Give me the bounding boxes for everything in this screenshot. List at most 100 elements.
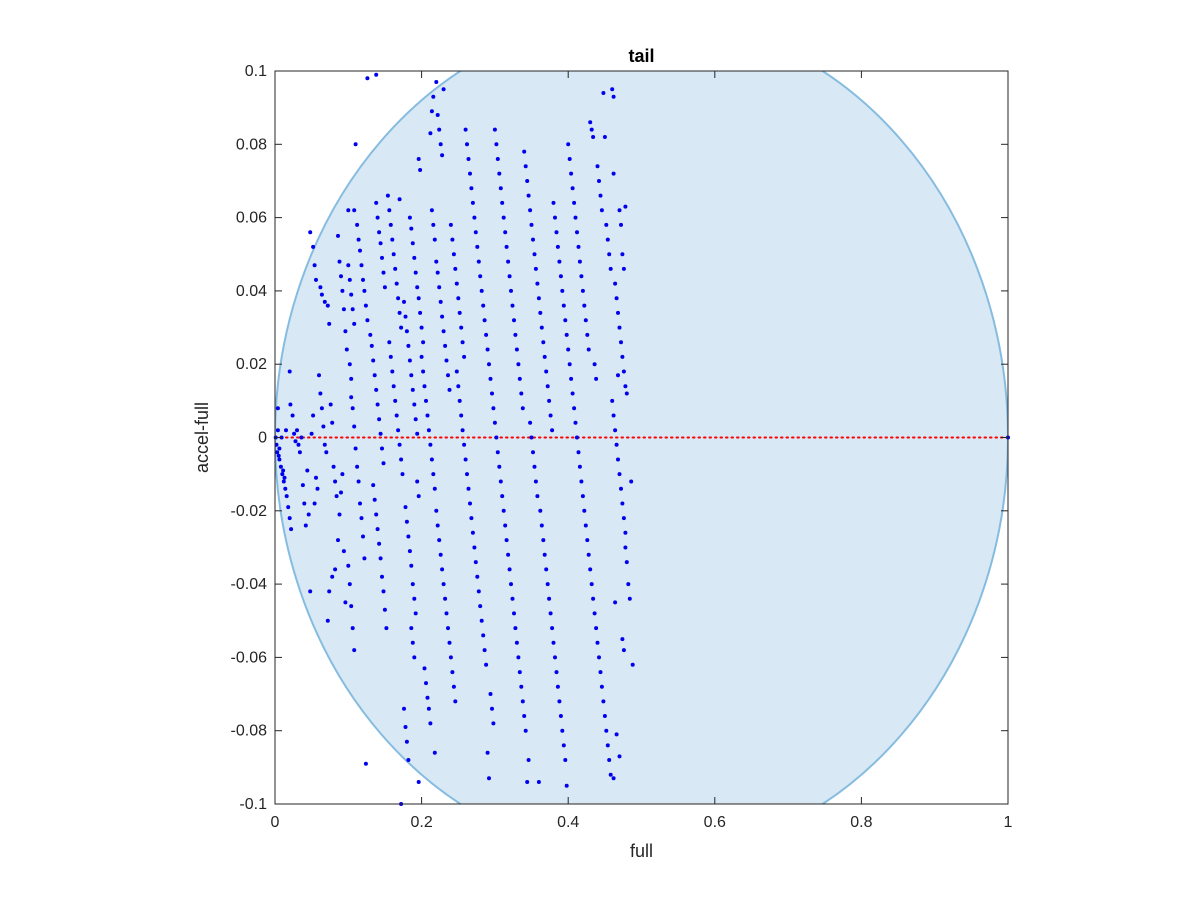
data-point (388, 222, 393, 227)
data-point (494, 435, 499, 440)
data-point (472, 545, 477, 550)
data-point (380, 255, 384, 260)
data-point (293, 439, 298, 444)
data-point (356, 479, 361, 484)
data-point (621, 516, 626, 521)
data-point (498, 479, 503, 484)
data-point (415, 431, 420, 436)
data-point (397, 310, 402, 315)
data-point (490, 706, 494, 711)
data-point (478, 274, 483, 279)
data-point (409, 226, 414, 231)
data-point (623, 384, 628, 389)
data-point (309, 431, 314, 436)
data-point (378, 241, 383, 246)
data-point (438, 552, 443, 557)
y-tick-label: -0.08 (231, 723, 268, 740)
data-point (306, 512, 311, 517)
data-point (450, 237, 455, 242)
data-point (391, 384, 396, 389)
data-point (428, 442, 433, 447)
data-point (365, 76, 370, 81)
data-point (484, 332, 489, 337)
data-point (512, 611, 516, 616)
data-point (510, 596, 515, 601)
data-point (412, 402, 417, 407)
y-tick-label: 0 (258, 430, 267, 447)
data-point (567, 157, 572, 161)
data-point (495, 450, 500, 455)
data-point (318, 391, 323, 396)
data-point (523, 164, 528, 169)
data-point (377, 230, 382, 235)
data-point (431, 222, 436, 227)
data-point (327, 589, 332, 594)
data-point (481, 303, 486, 308)
data-point (308, 230, 313, 235)
data-point (620, 501, 625, 506)
data-point (350, 626, 355, 631)
data-point (569, 171, 574, 176)
data-point (579, 274, 584, 279)
data-point (538, 310, 543, 315)
data-point (610, 87, 615, 92)
data-point (412, 255, 417, 260)
data-point (624, 560, 629, 565)
data-point (463, 457, 468, 462)
data-point (378, 431, 383, 436)
data-point (424, 681, 428, 686)
data-point (375, 402, 380, 407)
data-point (404, 329, 409, 334)
data-point (516, 362, 521, 367)
data-point (610, 398, 615, 403)
data-point (583, 523, 588, 528)
data-point (516, 655, 521, 660)
data-point (361, 277, 365, 282)
data-point (311, 244, 316, 249)
y-axis-label: accel-full (192, 402, 212, 473)
data-point (284, 428, 288, 433)
data-point (551, 200, 556, 205)
data-point (410, 387, 415, 392)
data-point (377, 541, 382, 546)
data-point (404, 739, 409, 744)
data-point (617, 754, 622, 759)
data-point (604, 222, 609, 227)
data-point (469, 186, 474, 191)
data-point (303, 523, 308, 528)
data-point (598, 193, 603, 198)
data-point (377, 417, 382, 422)
data-point (619, 340, 623, 345)
data-point (561, 303, 566, 308)
chart-title: tail (628, 46, 654, 66)
data-point (327, 321, 332, 326)
data-point (432, 237, 437, 242)
data-point (592, 611, 597, 616)
data-point (363, 761, 368, 766)
data-point (275, 406, 280, 411)
data-point (602, 714, 607, 718)
data-point (498, 186, 503, 191)
data-point (410, 640, 415, 645)
data-point (453, 699, 458, 704)
data-point (387, 340, 392, 345)
data-point (535, 281, 540, 286)
data-point (592, 362, 597, 367)
data-point (295, 428, 299, 433)
data-point (346, 563, 351, 568)
data-point (575, 230, 579, 235)
data-point (275, 450, 280, 455)
data-point (551, 640, 556, 645)
data-point (372, 373, 377, 378)
data-point (358, 248, 362, 253)
data-point (533, 266, 538, 271)
data-point (522, 149, 527, 154)
data-point (566, 142, 571, 147)
data-point (494, 142, 499, 147)
x-tick-label: 1 (1004, 814, 1013, 831)
data-point (594, 626, 599, 631)
data-point (437, 285, 442, 290)
data-point (353, 446, 358, 451)
data-point (406, 534, 411, 539)
data-point (333, 479, 338, 484)
